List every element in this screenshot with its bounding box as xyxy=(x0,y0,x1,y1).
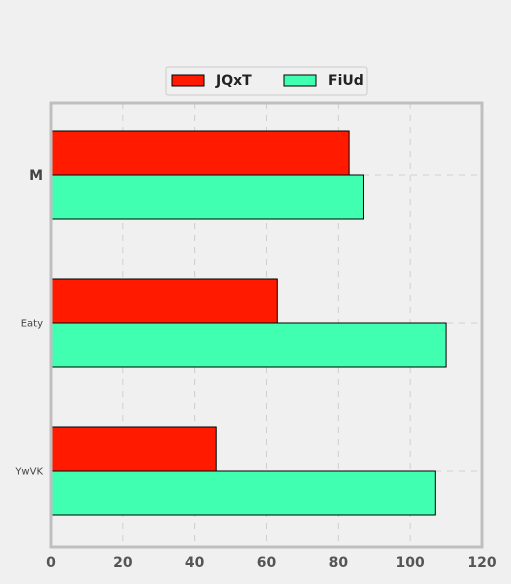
bar-JQxT-Eaty xyxy=(50,278,278,324)
x-tick-label: 120 xyxy=(467,555,496,571)
legend-label-FiUd: FiUd xyxy=(328,73,364,89)
x-tick-label: 100 xyxy=(396,555,425,571)
x-tick-label: 20 xyxy=(113,555,133,571)
legend-swatch-JQxT xyxy=(171,74,205,87)
plot-frame xyxy=(49,101,484,549)
bar-JQxT-M xyxy=(50,130,350,176)
x-tick-label: 0 xyxy=(46,555,56,571)
x-tick-label: 60 xyxy=(257,555,277,571)
x-axis-ticks: 0 20 40 60 80 100 120 xyxy=(46,555,497,571)
legend: JQxT FiUd xyxy=(165,66,368,96)
bars xyxy=(50,130,447,516)
y-axis-ticks: M Eaty YwVK xyxy=(14,168,43,478)
y-tick-label: Eaty xyxy=(21,319,43,330)
bar-FiUd-YwVK xyxy=(50,470,436,516)
y-tick-label: YwVK xyxy=(14,467,43,478)
legend-box xyxy=(165,66,368,96)
bar-FiUd-Eaty xyxy=(50,322,447,368)
x-tick-label: 80 xyxy=(329,555,349,571)
bar-JQxT-YwVK xyxy=(50,426,217,472)
y-tick-label: M xyxy=(29,168,43,184)
x-tick-label: 40 xyxy=(185,555,205,571)
legend-swatch-FiUd xyxy=(283,74,317,87)
bar-FiUd-M xyxy=(50,174,364,220)
legend-label-JQxT: JQxT xyxy=(215,73,252,89)
